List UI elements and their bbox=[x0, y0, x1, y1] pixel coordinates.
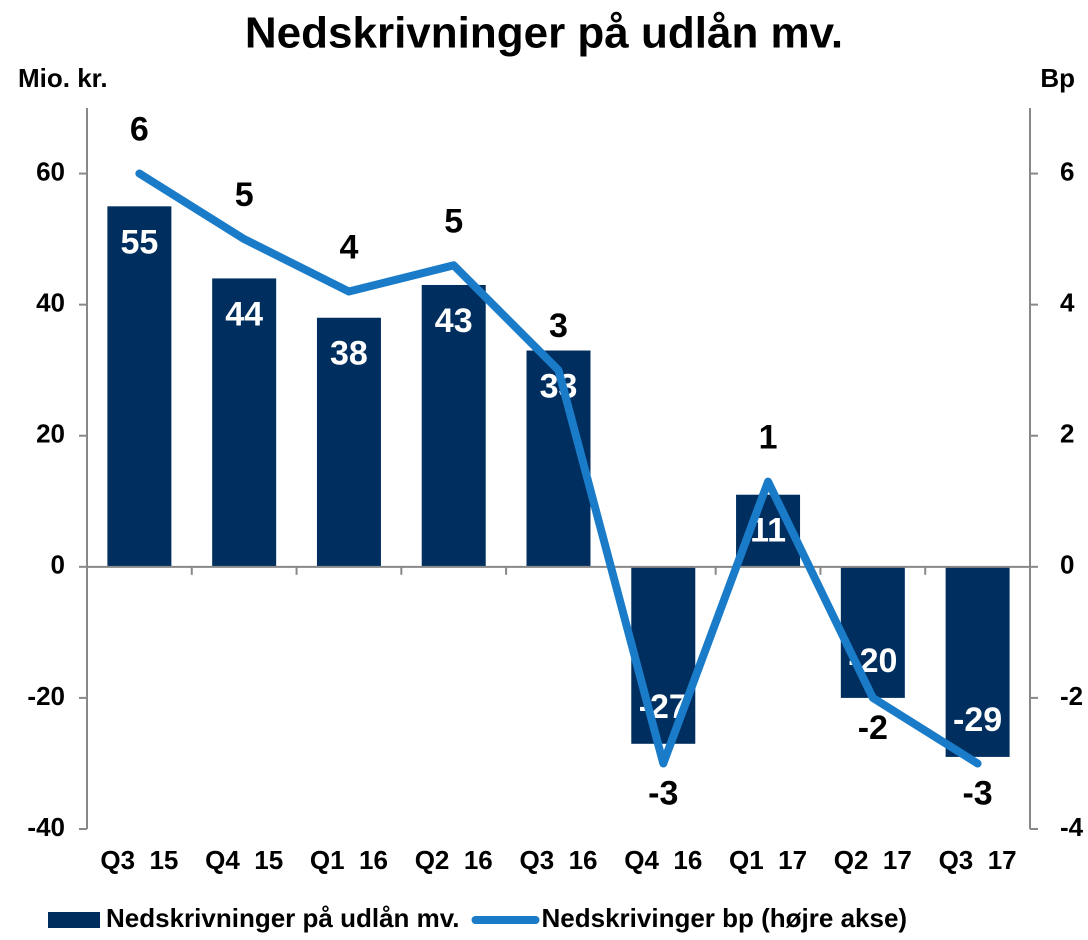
bar bbox=[316, 317, 381, 567]
line-value-label: 5 bbox=[444, 202, 463, 240]
x-tick-label: Q2 16 bbox=[415, 845, 493, 875]
bar bbox=[212, 278, 277, 567]
x-tick-label: Q1 16 bbox=[310, 845, 388, 875]
y2-tick-label: 6 bbox=[1060, 156, 1074, 186]
y-tick-label: 0 bbox=[51, 550, 65, 580]
y2-axis-label: Bp bbox=[1040, 63, 1075, 93]
bar-value-label: 43 bbox=[435, 302, 473, 340]
line-value-label: 6 bbox=[130, 111, 149, 149]
y-tick-label: 20 bbox=[36, 419, 65, 449]
bar-value-label: 44 bbox=[225, 295, 263, 333]
bar bbox=[107, 206, 172, 567]
bar bbox=[945, 566, 1010, 757]
line-value-label: -2 bbox=[858, 709, 888, 747]
x-tick-label: Q3 16 bbox=[519, 845, 597, 875]
y-axis-label: Mio. kr. bbox=[18, 63, 108, 93]
line-value-label: 1 bbox=[759, 419, 778, 457]
bar-value-label: 55 bbox=[120, 223, 158, 261]
y-tick-label: -20 bbox=[27, 681, 65, 711]
y2-tick-label: 4 bbox=[1060, 288, 1075, 318]
line-value-label: -3 bbox=[962, 774, 992, 812]
y2-tick-label: 2 bbox=[1060, 419, 1074, 449]
x-tick-label: Q2 17 bbox=[834, 845, 912, 875]
bar-value-label: 38 bbox=[330, 335, 368, 373]
y-tick-label: 40 bbox=[36, 288, 65, 318]
x-tick-label: Q1 17 bbox=[729, 845, 807, 875]
line bbox=[135, 169, 982, 768]
x-tick-label: Q3 15 bbox=[100, 845, 178, 875]
legend-swatch bbox=[48, 912, 100, 928]
line-value-label: -3 bbox=[648, 774, 678, 812]
x-tick-label: Q3 17 bbox=[939, 845, 1017, 875]
legend-label: Nedskrivninger på udlån mv. bbox=[106, 903, 460, 933]
y-tick-label: 60 bbox=[36, 156, 65, 186]
bar bbox=[840, 566, 905, 698]
chart-title: Nedskrivninger på udlån mv. bbox=[245, 9, 843, 58]
x-tick-label: Q4 15 bbox=[205, 845, 283, 875]
line-value-label: 3 bbox=[549, 307, 568, 345]
y-tick-label: -40 bbox=[27, 812, 65, 842]
bar bbox=[421, 284, 486, 567]
legend-label: Nedskrivinger bp (højre akse) bbox=[542, 903, 908, 933]
line-value-label: 5 bbox=[235, 176, 254, 214]
y2-tick-label: -4 bbox=[1060, 812, 1084, 842]
y2-tick-label: 0 bbox=[1060, 550, 1074, 580]
x-tick-label: Q4 16 bbox=[624, 845, 702, 875]
bar-value-label: -29 bbox=[953, 701, 1002, 739]
line-value-label: 4 bbox=[339, 229, 358, 267]
y2-tick-label: -2 bbox=[1060, 681, 1083, 711]
